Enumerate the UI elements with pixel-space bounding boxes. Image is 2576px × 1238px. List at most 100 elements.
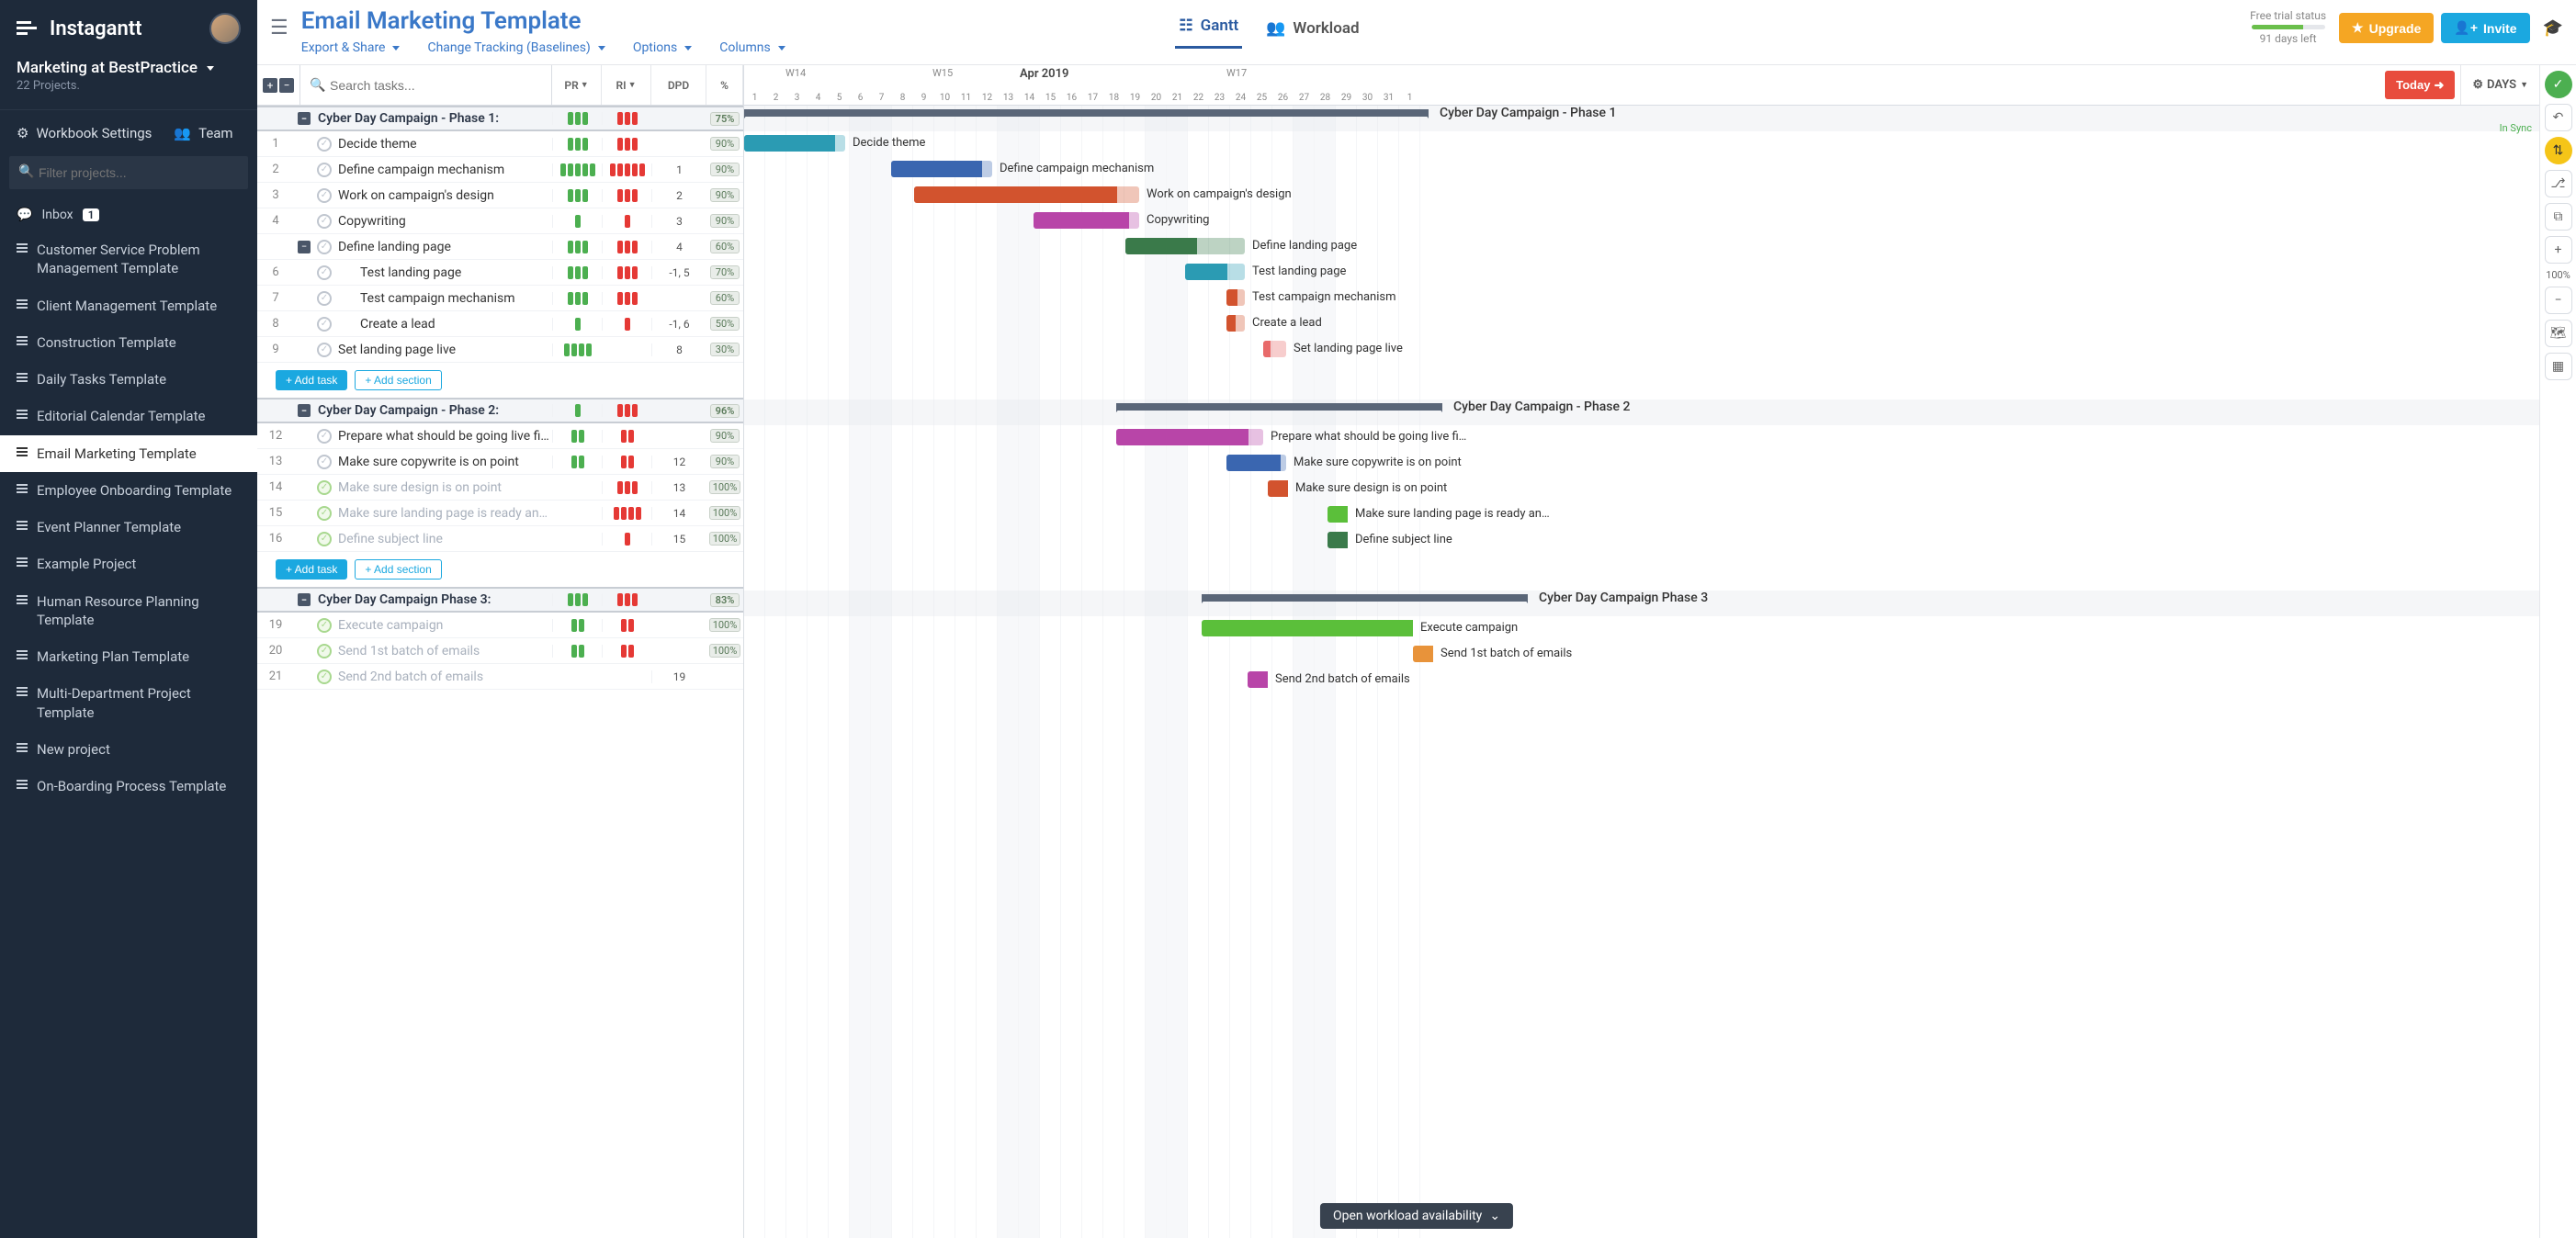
undo-button[interactable]: ↶: [2545, 104, 2572, 131]
task-row[interactable]: 14✓Make sure design is on point13100%: [257, 475, 743, 501]
inbox-link[interactable]: 💬 Inbox 1: [0, 198, 257, 231]
task-bar[interactable]: Send 1st batch of emails: [1413, 646, 1433, 662]
task-bar[interactable]: Define campaign mechanism: [891, 161, 992, 177]
invite-button[interactable]: 👤+ Invite: [2441, 13, 2529, 43]
expand-all-button[interactable]: +: [263, 78, 277, 93]
sidebar-project-item[interactable]: Construction Template: [0, 324, 257, 361]
task-bar[interactable]: Prepare what should be going live fi…: [1116, 429, 1263, 445]
task-bar[interactable]: Work on campaign's design: [914, 186, 1139, 203]
add-section-button[interactable]: + Add section: [355, 559, 441, 580]
sidebar-project-item[interactable]: Employee Onboarding Template: [0, 472, 257, 509]
task-row[interactable]: 4✓Copywriting390%: [257, 208, 743, 234]
task-row[interactable]: 12✓Prepare what should be going live fi……: [257, 423, 743, 449]
col-ri[interactable]: RI▼: [602, 65, 651, 105]
sidebar-project-item[interactable]: Example Project: [0, 546, 257, 582]
task-bar[interactable]: Decide theme: [744, 135, 845, 152]
collapse-toggle[interactable]: −: [294, 112, 314, 125]
task-bar[interactable]: Execute campaign: [1202, 620, 1413, 636]
collapse-toggle[interactable]: −: [294, 241, 314, 253]
section-row[interactable]: −Cyber Day Campaign - Phase 2:96%: [257, 398, 743, 423]
complete-checkbox[interactable]: ✓: [314, 429, 334, 444]
sidebar-project-item[interactable]: Editorial Calendar Template: [0, 398, 257, 434]
sidebar-project-item[interactable]: Email Marketing Template: [0, 435, 257, 472]
section-bar[interactable]: Cyber Day Campaign - Phase 1: [744, 109, 1429, 117]
complete-checkbox[interactable]: ✓: [314, 532, 334, 546]
section-bar[interactable]: Cyber Day Campaign Phase 3: [1202, 594, 1528, 602]
task-row[interactable]: 7✓Test campaign mechanism60%: [257, 286, 743, 311]
sidebar-project-item[interactable]: On-Boarding Process Template: [0, 768, 257, 805]
complete-checkbox[interactable]: ✓: [314, 455, 334, 469]
graduation-icon[interactable]: 🎓: [2543, 18, 2563, 38]
add-section-button[interactable]: + Add section: [355, 370, 441, 390]
task-row[interactable]: 20✓Send 1st batch of emails100%: [257, 638, 743, 664]
add-task-button[interactable]: + Add task: [276, 370, 347, 390]
avatar[interactable]: [209, 13, 241, 44]
workspace-name[interactable]: Marketing at BestPractice: [17, 59, 241, 77]
task-row[interactable]: 15✓Make sure landing page is ready an…14…: [257, 501, 743, 526]
collapse-toggle[interactable]: −: [294, 593, 314, 606]
grid-button[interactable]: ▦: [2545, 353, 2572, 380]
section-row[interactable]: −Cyber Day Campaign Phase 3:83%: [257, 587, 743, 613]
map-button[interactable]: 🗺: [2545, 320, 2572, 347]
complete-checkbox[interactable]: ✓: [314, 265, 334, 280]
workbook-settings-button[interactable]: ⚙ Workbook Settings: [17, 125, 152, 141]
sidebar-project-item[interactable]: Customer Service Problem Management Temp…: [0, 231, 257, 287]
options-menu[interactable]: Options: [633, 40, 692, 55]
task-bar[interactable]: Test landing page: [1185, 264, 1245, 280]
complete-checkbox[interactable]: ✓: [314, 480, 334, 495]
open-workload-button[interactable]: Open workload availability ⌄: [1320, 1203, 1513, 1229]
complete-checkbox[interactable]: ✓: [314, 317, 334, 332]
complete-checkbox[interactable]: ✓: [314, 506, 334, 521]
complete-checkbox[interactable]: ✓: [314, 644, 334, 658]
task-bar[interactable]: Set landing page live: [1263, 341, 1286, 357]
complete-checkbox[interactable]: ✓: [314, 618, 334, 633]
task-row[interactable]: −✓Define landing page460%: [257, 234, 743, 260]
today-button[interactable]: Today ➜: [2385, 71, 2455, 99]
tab-workload[interactable]: 👥 Workload: [1262, 10, 1362, 49]
task-row[interactable]: 1✓Decide theme90%: [257, 131, 743, 157]
filter-projects-input[interactable]: [9, 156, 248, 189]
complete-checkbox[interactable]: ✓: [314, 214, 334, 229]
task-row[interactable]: 13✓Make sure copywrite is on point1290%: [257, 449, 743, 475]
search-tasks-input[interactable]: [300, 71, 551, 100]
task-row[interactable]: 21✓Send 2nd batch of emails19: [257, 664, 743, 690]
menu-toggle-icon[interactable]: ☰: [270, 17, 288, 39]
days-scale-button[interactable]: ⚙ DAYS ▼: [2460, 65, 2539, 105]
columns-menu[interactable]: Columns: [719, 40, 785, 55]
copy-button[interactable]: ⧉: [2545, 203, 2572, 231]
change-tracking-menu[interactable]: Change Tracking (Baselines): [427, 40, 604, 55]
sidebar-project-item[interactable]: Multi-Department Project Template: [0, 675, 257, 731]
sidebar-project-item[interactable]: Marketing Plan Template: [0, 638, 257, 675]
col-dpd[interactable]: DPD: [651, 65, 706, 105]
sidebar-project-item[interactable]: Client Management Template: [0, 287, 257, 324]
check-button[interactable]: ✓: [2545, 71, 2572, 98]
branch-button[interactable]: ⎇: [2545, 170, 2572, 197]
task-bar[interactable]: Define subject line: [1328, 532, 1348, 548]
task-row[interactable]: 16✓Define subject line15100%: [257, 526, 743, 552]
sidebar-project-item[interactable]: Event Planner Template: [0, 509, 257, 546]
collapse-all-button[interactable]: −: [279, 78, 294, 93]
zoom-in-button[interactable]: +: [2545, 236, 2572, 264]
task-row[interactable]: 9✓Set landing page live830%: [257, 337, 743, 363]
col-pr[interactable]: PR▼: [552, 65, 602, 105]
sort-button[interactable]: ⇅: [2545, 137, 2572, 164]
task-bar[interactable]: Make sure landing page is ready an…: [1328, 506, 1348, 523]
sidebar-project-item[interactable]: New project: [0, 731, 257, 768]
complete-checkbox[interactable]: ✓: [314, 240, 334, 254]
complete-checkbox[interactable]: ✓: [314, 163, 334, 177]
zoom-out-button[interactable]: −: [2545, 287, 2572, 314]
task-row[interactable]: 2✓Define campaign mechanism190%: [257, 157, 743, 183]
col-pct[interactable]: %: [706, 65, 743, 105]
complete-checkbox[interactable]: ✓: [314, 343, 334, 357]
complete-checkbox[interactable]: ✓: [314, 188, 334, 203]
add-task-button[interactable]: + Add task: [276, 559, 347, 580]
complete-checkbox[interactable]: ✓: [314, 670, 334, 684]
task-row[interactable]: 19✓Execute campaign100%: [257, 613, 743, 638]
sidebar-project-item[interactable]: Human Resource Planning Template: [0, 583, 257, 639]
task-bar[interactable]: Copywriting: [1034, 212, 1139, 229]
workspace-selector[interactable]: Marketing at BestPractice 22 Projects.: [0, 53, 257, 104]
upgrade-button[interactable]: ★ Upgrade: [2339, 13, 2434, 43]
task-bar[interactable]: Send 2nd batch of emails: [1248, 671, 1268, 688]
export-share-menu[interactable]: Export & Share: [301, 40, 401, 55]
collapse-toggle[interactable]: −: [294, 404, 314, 417]
